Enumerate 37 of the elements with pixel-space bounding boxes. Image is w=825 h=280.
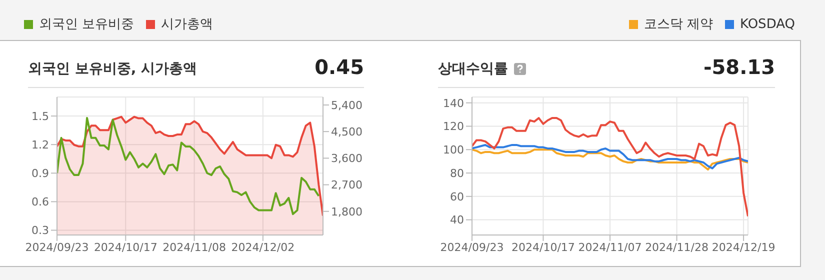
y2-tick-label: 1,800 [331, 205, 362, 218]
line-series [472, 148, 748, 171]
y-tick-label: 40 [450, 214, 464, 227]
text: -58.13 [703, 55, 775, 79]
text: 0.45 [314, 55, 364, 79]
x-tick-label: 2024/10/17 [94, 240, 158, 254]
y2-tick-label: 5,400 [331, 98, 362, 112]
x-tick-label: 2024/12/02 [231, 240, 295, 254]
x-tick-label: 2024/09/23 [25, 240, 89, 254]
x-tick-label: 2024/11/07 [578, 240, 642, 254]
y2-tick-label: 2,700 [331, 178, 362, 192]
y-tick-label: 1.2 [32, 138, 49, 152]
y-tick-label: 60 [450, 190, 464, 204]
line-series [57, 116, 320, 216]
x-tick-label: 2024/11/28 [645, 240, 708, 254]
y-tick-label: 0.3 [32, 224, 49, 238]
chart-title: 외국인 보유비중, 시가총액 [28, 60, 198, 78]
legend-label: KOSDAQ [740, 16, 795, 32]
y-tick-label: 0.9 [32, 167, 49, 180]
x-tick-label: 2024/10/17 [512, 240, 575, 254]
y-tick-label: 120 [443, 120, 464, 134]
line-series [472, 117, 748, 218]
y2-tick-label: 3,600 [331, 152, 362, 166]
y2-tick-label: 4,500 [331, 125, 362, 138]
line-series [472, 144, 748, 170]
y-tick-label: 1.5 [32, 110, 49, 123]
x-tick-label: 2024/11/08 [162, 240, 226, 254]
legend-label: 시가총액 [161, 16, 214, 33]
y-tick-label: 0.6 [32, 196, 49, 209]
y-tick-label: 100 [443, 144, 464, 157]
chart-title: 상대수익률 [438, 60, 508, 78]
legend-label: 코스닥 제약 [644, 16, 714, 33]
y-tick-label: 80 [450, 166, 464, 180]
x-tick-label: 2024/09/23 [440, 240, 504, 254]
x-tick-label: 2024/12/19 [712, 240, 776, 254]
legend-label: 외국인 보유비중 [39, 16, 134, 33]
y-tick-label: 140 [443, 96, 464, 110]
